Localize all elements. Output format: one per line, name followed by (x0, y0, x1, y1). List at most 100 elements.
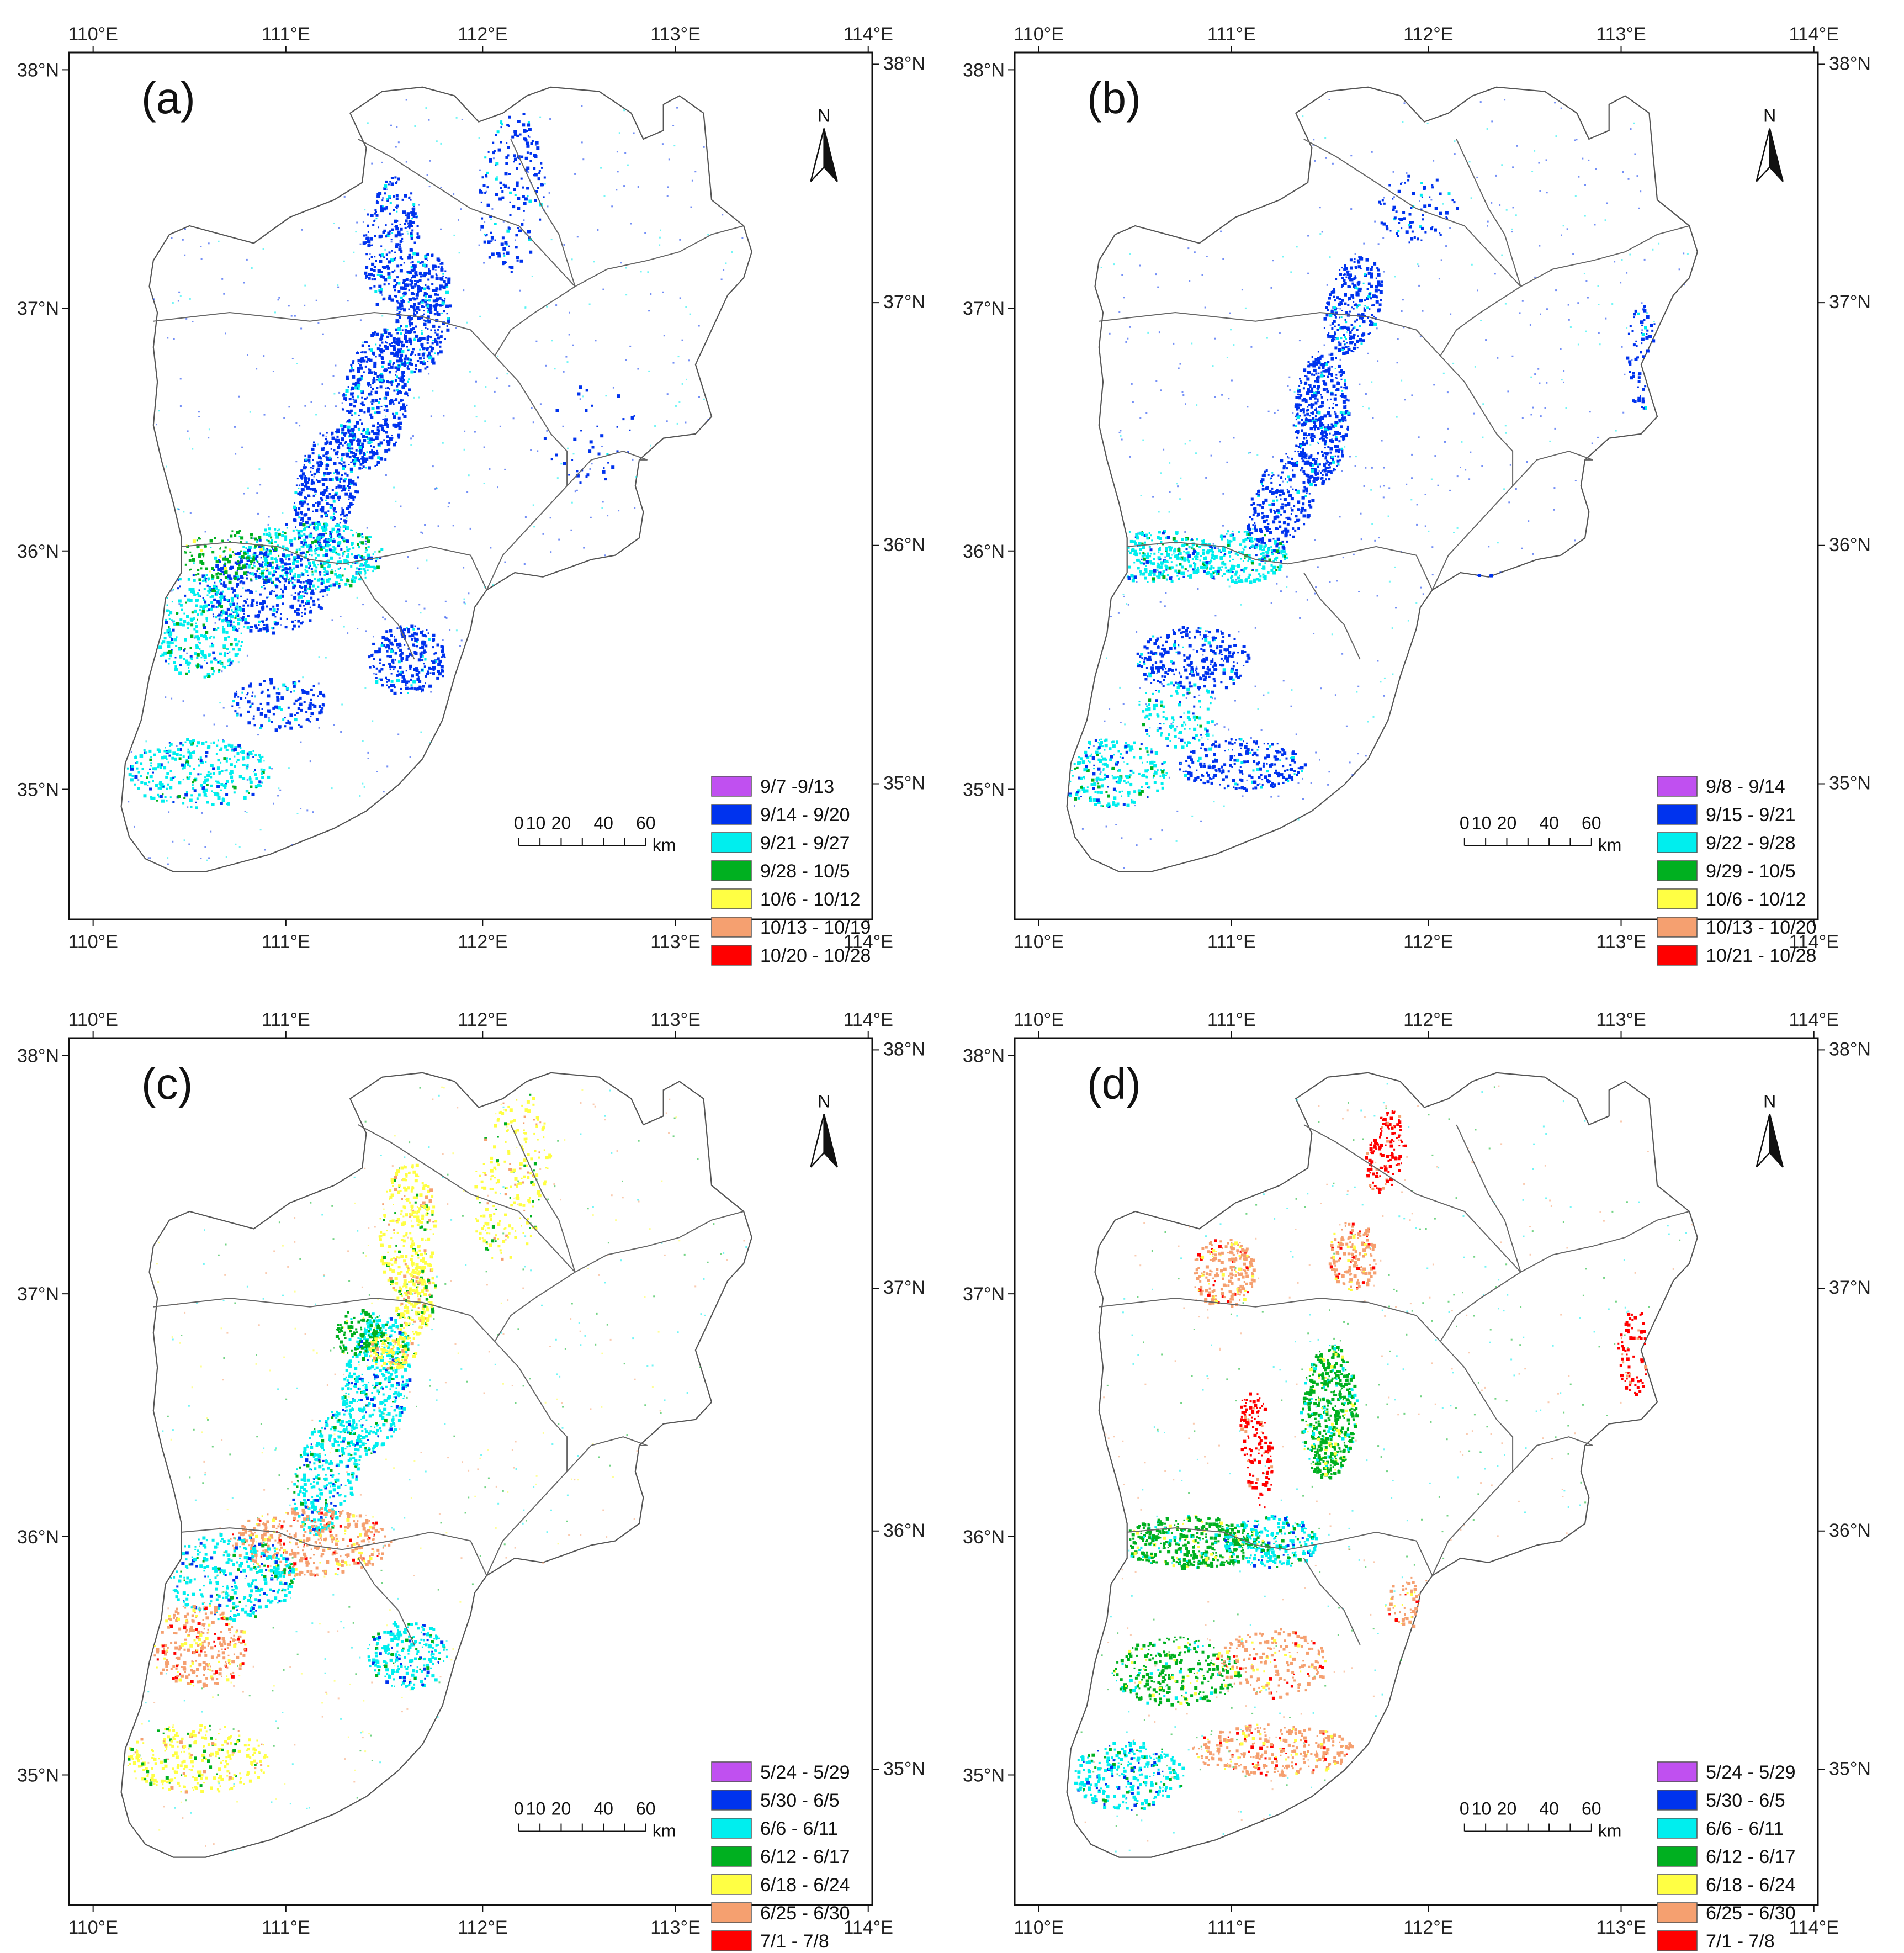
scale-bar-label: 10 (526, 1799, 546, 1819)
county-boundary (1440, 225, 1690, 357)
scale-bar-label: 0 (514, 1799, 524, 1819)
legend-swatch (1657, 917, 1698, 938)
legend-swatch (1657, 860, 1698, 881)
county-boundary (357, 572, 415, 660)
legend-label: 9/15 - 9/21 (1706, 805, 1796, 825)
scale-bar-label: 40 (1539, 813, 1559, 833)
county-boundary (181, 541, 487, 590)
county-boundary (494, 1211, 744, 1342)
lon-tick-label-bottom: 112°E (458, 931, 507, 952)
panel-label: (b) (1087, 73, 1141, 123)
map-panel-b: 110°E 110°E 111°E 111°E 112°E 112°E 113°E 113°E… (963, 24, 1871, 966)
lat-tick-label-left: 37°N (17, 298, 59, 319)
legend-swatch (711, 860, 752, 881)
county-boundary (510, 139, 576, 287)
lon-tick-label-top: 110°E (68, 24, 118, 45)
county-boundary (494, 1341, 568, 1472)
lon-tick-label-bottom: 112°E (1403, 931, 1453, 952)
county-boundary (494, 355, 568, 486)
legend-label: 10/6 - 10/12 (1706, 889, 1806, 910)
legend-label: 9/14 - 9/20 (760, 805, 850, 825)
legend-swatch (711, 1930, 752, 1951)
lon-tick-label-bottom: 110°E (1014, 931, 1063, 952)
lat-tick-label-right: 35°N (883, 1759, 925, 1780)
scale-bar-label: 20 (1497, 1799, 1517, 1819)
lat-tick-label-left: 37°N (963, 298, 1005, 319)
lat-tick-label-right: 35°N (1829, 773, 1871, 794)
legend-swatch (711, 917, 752, 938)
scale-bar-unit: km (1598, 1821, 1622, 1841)
north-arrow-label: N (818, 106, 830, 126)
map-legend: 9/8 - 9/14 9/15 - 9/21 9/22 - 9/28 9/29 - 1… (1657, 776, 1816, 966)
lat-tick-label-right: 37°N (883, 1277, 925, 1298)
county-boundary (1303, 1558, 1361, 1645)
lon-tick-label-top: 114°E (843, 1009, 893, 1030)
legend-label: 6/25 - 6/30 (1706, 1903, 1796, 1924)
legend-swatch (1657, 1902, 1698, 1923)
north-arrow-label: N (818, 1092, 830, 1112)
legend-swatch (711, 832, 752, 853)
county-boundary (566, 1436, 648, 1472)
legend-swatch (1657, 832, 1698, 853)
scale-bar-label: 0 (1460, 1799, 1470, 1819)
legend-label: 10/13 - 10/20 (1706, 917, 1816, 938)
lon-tick-label-top: 112°E (1403, 24, 1453, 45)
lat-tick-label-left: 36°N (963, 1527, 1005, 1548)
lon-tick-label-bottom: 111°E (1207, 931, 1256, 952)
panel-label: (c) (141, 1059, 193, 1108)
legend-swatch (1657, 1761, 1698, 1782)
lat-tick-label-right: 38°N (883, 53, 925, 74)
legend-swatch (1657, 1874, 1698, 1895)
county-boundary (1431, 1471, 1513, 1576)
lon-tick-label-bottom: 111°E (262, 931, 310, 952)
legend-swatch (1657, 1790, 1698, 1811)
legend-swatch (1657, 888, 1698, 909)
county-boundary (1512, 1436, 1593, 1472)
lon-tick-label-bottom: 114°E (843, 1917, 893, 1938)
study-region-outline (1066, 86, 1698, 872)
legend-label: 9/29 - 10/5 (1706, 861, 1796, 882)
scale-bar-label: 0 (1460, 813, 1470, 833)
legend-swatch (1657, 1818, 1698, 1839)
legend-swatch (711, 1818, 752, 1839)
panel-label: (a) (141, 73, 195, 123)
county-boundary (1127, 541, 1433, 590)
legend-swatch (1657, 776, 1698, 797)
crop-pixels (1068, 99, 1689, 869)
lon-tick-label-top: 112°E (458, 1009, 507, 1030)
lat-tick-label-left: 35°N (963, 780, 1005, 801)
lon-tick-label-top: 110°E (68, 1009, 118, 1030)
study-region-outline (120, 86, 752, 872)
scale-bar-label: 60 (636, 813, 656, 833)
lon-tick-label-top: 110°E (1014, 1009, 1063, 1030)
legend-label: 10/6 - 10/12 (760, 889, 860, 910)
scale-bar-label: 20 (551, 1799, 571, 1819)
study-region-outline (120, 1072, 752, 1858)
map-legend: 5/24 - 5/29 5/30 - 6/5 6/6 - 6/11 6/12 - 6/… (711, 1761, 850, 1952)
lat-tick-label-right: 36°N (1829, 1520, 1871, 1541)
lon-tick-label-top: 112°E (458, 24, 507, 45)
scale-bar-label: 40 (1539, 1799, 1559, 1819)
county-boundary (1440, 1211, 1690, 1342)
north-arrow-icon (823, 1114, 838, 1168)
lon-tick-label-bottom: 112°E (458, 1917, 507, 1938)
lon-tick-label-bottom: 114°E (843, 931, 893, 952)
scale-bar-label: 10 (1472, 1799, 1492, 1819)
lat-tick-label-right: 36°N (883, 1520, 925, 1541)
lon-tick-label-top: 114°E (843, 24, 893, 45)
north-arrow-label: N (1763, 106, 1776, 126)
legend-label: 10/21 - 10/28 (1706, 945, 1816, 966)
legend-swatch (711, 804, 752, 825)
legend-swatch (1657, 804, 1698, 825)
lat-tick-label-right: 36°N (1829, 534, 1871, 555)
north-arrow-icon (1769, 1114, 1784, 1168)
county-boundary (1440, 355, 1514, 486)
lat-tick-label-left: 37°N (17, 1284, 59, 1305)
scale-bar-label: 60 (1582, 1799, 1601, 1819)
lon-tick-label-top: 113°E (650, 24, 700, 45)
lat-tick-label-left: 35°N (17, 1765, 59, 1786)
legend-label: 10/20 - 10/28 (760, 945, 871, 966)
county-boundary (1431, 485, 1513, 590)
county-boundary (494, 225, 744, 357)
scale-bar-label: 60 (1582, 813, 1601, 833)
